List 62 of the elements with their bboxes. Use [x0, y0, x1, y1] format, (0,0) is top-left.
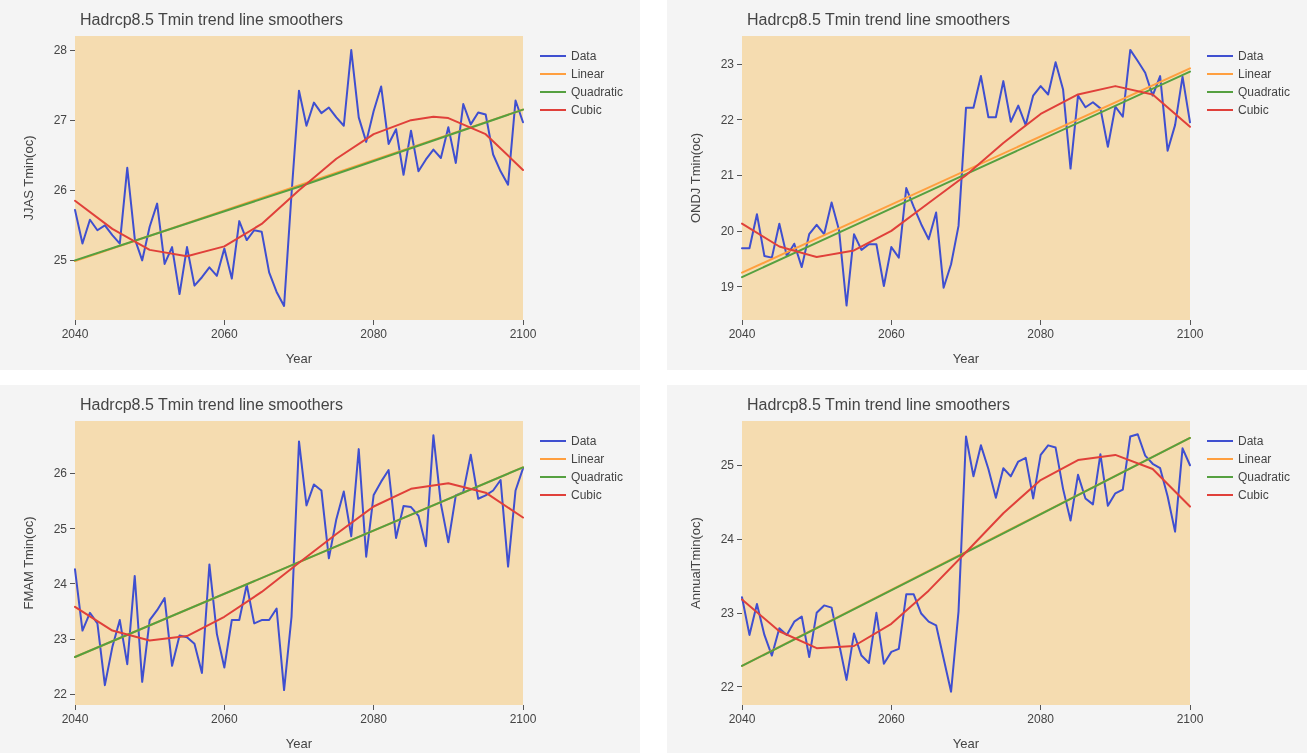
chart-title: Hadrcp8.5 Tmin trend line smoothers [80, 395, 343, 413]
x-tick-label: 2100 [1176, 712, 1204, 726]
x-tick-label: 2080 [1027, 327, 1055, 341]
chart-title: Hadrcp8.5 Tmin trend line smoothers [747, 395, 1010, 413]
legend-label: Quadratic [1238, 470, 1291, 484]
legend-label: Data [571, 434, 597, 448]
x-axis-title: Year [952, 351, 980, 366]
y-tick-label: 19 [720, 279, 735, 294]
y-axis-title: JJAS Tmin(oc) [21, 135, 36, 221]
x-axis-title: Year [285, 351, 313, 366]
x-tick-label: 2040 [728, 327, 756, 341]
y-axis-title: ONDJ Tmin(oc) [688, 132, 703, 224]
y-tick-label: 24 [720, 532, 735, 547]
y-tick-label: 22 [720, 679, 735, 694]
y-tick-label: 25 [53, 253, 68, 268]
y-tick-label: 23 [720, 56, 735, 71]
legend-label: Data [571, 49, 597, 63]
x-tick-label: 2080 [1027, 712, 1055, 726]
legend-label: Linear [1238, 452, 1272, 466]
y-tick-label: 20 [720, 223, 735, 238]
legend-label: Linear [1238, 67, 1272, 81]
y-tick-label: 28 [53, 43, 68, 58]
legend-label: Linear [571, 67, 605, 81]
legend-label: Data [1238, 49, 1264, 63]
y-tick-label: 25 [53, 521, 68, 536]
y-tick-label: 26 [53, 183, 68, 198]
x-tick-label: 2060 [210, 327, 238, 341]
y-axis-title: FMAM Tmin(oc) [21, 516, 36, 610]
y-tick-label: 22 [53, 686, 68, 701]
legend-label: Cubic [571, 103, 602, 117]
y-tick-label: 24 [53, 576, 68, 591]
x-tick-label: 2060 [877, 712, 905, 726]
legend-label: Linear [571, 452, 605, 466]
x-tick-label: 2100 [509, 712, 537, 726]
x-tick-label: 2040 [61, 327, 89, 341]
legend-label: Cubic [571, 488, 602, 502]
y-tick-label: 22 [720, 112, 735, 127]
x-axis-title: Year [285, 736, 313, 751]
y-axis-title: AnnualTmin(oc) [688, 517, 703, 609]
legend-label: Quadratic [571, 85, 624, 99]
y-tick-label: 26 [53, 466, 68, 481]
legend-label: Cubic [1238, 103, 1269, 117]
x-axis-title: Year [952, 736, 980, 751]
legend-label: Cubic [1238, 488, 1269, 502]
y-tick-label: 23 [720, 605, 735, 620]
chart-title: Hadrcp8.5 Tmin trend line smoothers [80, 10, 343, 28]
x-tick-label: 2100 [1176, 327, 1204, 341]
chart-title: Hadrcp8.5 Tmin trend line smoothers [747, 10, 1010, 28]
y-tick-label: 25 [720, 458, 735, 473]
y-tick-label: 23 [53, 631, 68, 646]
x-tick-label: 2060 [210, 712, 238, 726]
x-tick-label: 2040 [728, 712, 756, 726]
x-tick-label: 2040 [61, 712, 89, 726]
x-tick-label: 2060 [877, 327, 905, 341]
y-tick-label: 27 [53, 113, 68, 128]
x-tick-label: 2080 [360, 712, 388, 726]
y-tick-label: 21 [720, 168, 735, 183]
x-tick-label: 2100 [509, 327, 537, 341]
legend-label: Quadratic [1238, 85, 1291, 99]
legend-label: Quadratic [571, 470, 624, 484]
legend-label: Data [1238, 434, 1264, 448]
x-tick-label: 2080 [360, 327, 388, 341]
